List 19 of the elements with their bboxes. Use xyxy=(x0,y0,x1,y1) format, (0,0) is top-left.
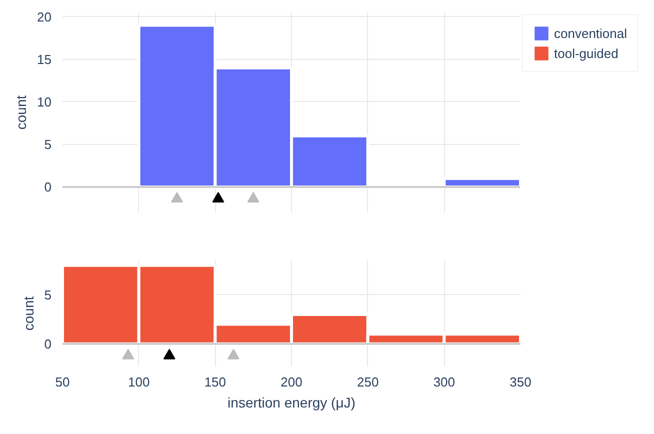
x-tick-label: 100 xyxy=(128,374,150,390)
y-tick-label: 0 xyxy=(44,336,52,352)
y-tick-label: 5 xyxy=(44,136,52,152)
legend-label: tool-guided xyxy=(554,46,618,60)
x-tick-label: 250 xyxy=(356,374,379,390)
x-tick-label: 300 xyxy=(433,374,456,390)
x-tick-label: 200 xyxy=(280,374,302,390)
y-tick-label: 15 xyxy=(37,52,52,67)
x-tick-label: 350 xyxy=(510,374,532,390)
y-tick-label: 5 xyxy=(44,287,52,302)
y-axis-title: count xyxy=(20,296,36,331)
y-tick-label: 10 xyxy=(37,94,52,110)
y-tick-label: 20 xyxy=(37,9,52,24)
y-tick-label: 0 xyxy=(44,179,52,194)
legend-label: conventional xyxy=(554,26,627,40)
x-axis-title: insertion energy (μJ) xyxy=(228,394,356,410)
y-axis-title: count xyxy=(13,95,30,130)
x-tick-label: 50 xyxy=(55,374,70,390)
x-tick-label: 150 xyxy=(204,374,226,390)
